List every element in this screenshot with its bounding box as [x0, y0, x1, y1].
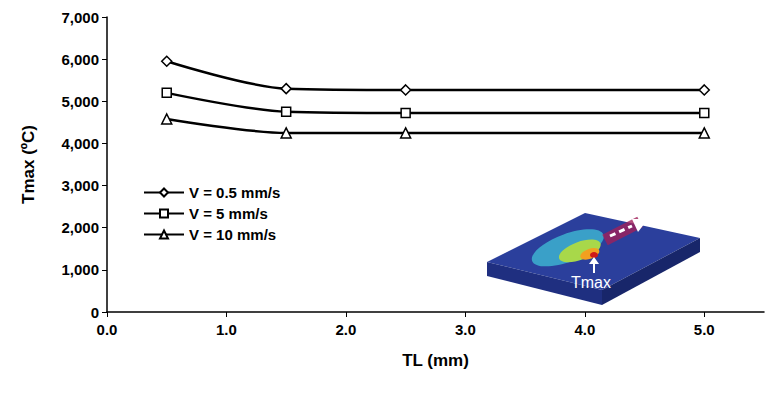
svg-text:0: 0	[91, 304, 99, 321]
svg-text:2,000: 2,000	[61, 219, 99, 236]
svg-text:V = 0.5 mm/s: V = 0.5 mm/s	[189, 184, 280, 201]
svg-text:TL (mm): TL (mm)	[402, 351, 469, 370]
svg-text:Tmax: Tmax	[571, 274, 611, 291]
svg-text:2.0: 2.0	[335, 321, 356, 338]
svg-text:5,000: 5,000	[61, 93, 99, 110]
svg-text:3.0: 3.0	[455, 321, 476, 338]
svg-text:3,000: 3,000	[61, 177, 99, 194]
svg-text:Tmax (ºC): Tmax (ºC)	[19, 125, 38, 204]
svg-text:1,000: 1,000	[61, 261, 99, 278]
svg-text:7,000: 7,000	[61, 9, 99, 26]
svg-text:V = 10 mm/s: V = 10 mm/s	[189, 226, 276, 243]
svg-text:V = 5 mm/s: V = 5 mm/s	[189, 205, 268, 222]
svg-text:6,000: 6,000	[61, 51, 99, 68]
svg-text:5.0: 5.0	[694, 321, 715, 338]
svg-text:4,000: 4,000	[61, 135, 99, 152]
svg-text:4.0: 4.0	[574, 321, 595, 338]
svg-text:0.0: 0.0	[97, 321, 118, 338]
svg-text:1.0: 1.0	[216, 321, 237, 338]
